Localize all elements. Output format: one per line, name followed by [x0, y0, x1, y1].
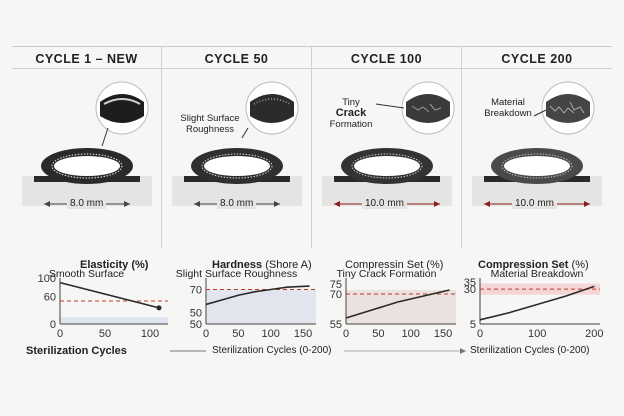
- divider: [462, 68, 612, 69]
- series-line: [59, 281, 160, 309]
- graph-title-hardness: Hardness (Shore A): [212, 259, 312, 271]
- y-tick-label: 0: [50, 319, 56, 331]
- x-tick-label: 150: [294, 328, 312, 340]
- panel-cycle-200: CYCLE 200 Material Breakdown 10.0 mm Mat…: [462, 46, 612, 280]
- callout-emphasis: Crack: [335, 107, 367, 119]
- x-axis-label: Sterilization Cycles (0-200): [212, 345, 332, 356]
- panel-cycle-100: CYCLE 100 Tiny Crack Formation 10.0 mm T…: [312, 46, 462, 280]
- seal-illustration: [22, 81, 152, 207]
- panel-cycle-1: CYCLE 1 – NEW 8.0 mm Smooth Surface: [12, 46, 162, 280]
- y-tick-label: 70: [330, 289, 342, 301]
- seal-illustration: [322, 81, 455, 207]
- seal-illustration: [172, 81, 302, 207]
- x-tick-label: 50: [372, 328, 384, 340]
- chart-band: [480, 283, 600, 295]
- panel-cycle-50: CYCLE 50 Slight Surface Roughness 8.0 mm…: [162, 46, 312, 280]
- callout-word: Formation: [329, 119, 373, 130]
- width-label: 10.0 mm: [512, 198, 557, 209]
- arrow-head: [460, 348, 466, 354]
- chart-band: [206, 289, 316, 324]
- divider: [162, 68, 311, 69]
- width-label: 8.0 mm: [217, 198, 257, 209]
- width-label: 10.0 mm: [362, 198, 407, 209]
- panel-title: CYCLE 1 – NEW: [35, 52, 138, 66]
- y-tick-label: 50: [190, 308, 202, 320]
- y-tick-label: 60: [44, 291, 56, 303]
- y-tick-label: 5: [470, 319, 476, 331]
- series-line: [345, 289, 450, 319]
- defect-callout: Slight Surface Roughness: [180, 113, 240, 135]
- width-label: 8.0 mm: [67, 198, 107, 209]
- panel-caption: Tiny Crack Formation: [336, 268, 437, 280]
- panel-title: CYCLE 100: [350, 52, 423, 66]
- x-axis-label: Sterilization Cycles: [26, 345, 127, 357]
- y-tick-label: 75: [330, 279, 342, 291]
- panel-title: CYCLE 50: [204, 52, 269, 66]
- x-tick-label: 100: [262, 328, 280, 340]
- callout-word: Tiny: [342, 97, 360, 108]
- chart-band: [60, 317, 168, 324]
- y-tick-label: 30: [464, 284, 476, 296]
- graph-title-elasticity: Elasticity (%): [80, 259, 149, 271]
- panel-caption: Material Breakdown: [490, 268, 584, 280]
- x-tick-label: 0: [477, 328, 483, 340]
- defect-callout: Material Breakdown: [484, 97, 532, 119]
- x-tick-label: 100: [528, 328, 546, 340]
- defect-callout: Tiny Crack Formation: [326, 97, 376, 130]
- x-tick-label: 50: [232, 328, 244, 340]
- divider: [312, 68, 461, 69]
- panel-caption: Slight Surface Roughness: [175, 268, 298, 280]
- x-tick-label: 200: [585, 328, 603, 340]
- x-tick-label: 0: [57, 328, 63, 340]
- x-tick-label: 0: [203, 328, 209, 340]
- x-axis-label: Sterilization Cycles (0-200): [470, 345, 590, 356]
- panel-title: CYCLE 200: [501, 52, 573, 66]
- seal-illustration: [472, 81, 602, 207]
- panel-frame: [12, 46, 612, 248]
- x-tick-label: 0: [343, 328, 349, 340]
- series-line: [479, 285, 595, 321]
- series-line: [205, 285, 310, 306]
- graph-title-compressin: Compressin Set (%): [345, 259, 444, 271]
- data-point: [156, 305, 162, 311]
- divider: [12, 68, 161, 69]
- graph-title-compression: Compression Set (%): [478, 259, 589, 271]
- y-tick-label: 55: [330, 319, 342, 331]
- x-tick-label: 50: [99, 328, 111, 340]
- y-tick-label: 70: [190, 285, 202, 297]
- x-tick-label: 100: [402, 328, 420, 340]
- chart-band: [346, 290, 456, 324]
- x-tick-label: 100: [141, 328, 159, 340]
- panel-caption: Smooth Surface: [48, 268, 125, 280]
- x-tick-label: 150: [434, 328, 452, 340]
- y-tick-label: 50: [190, 319, 202, 331]
